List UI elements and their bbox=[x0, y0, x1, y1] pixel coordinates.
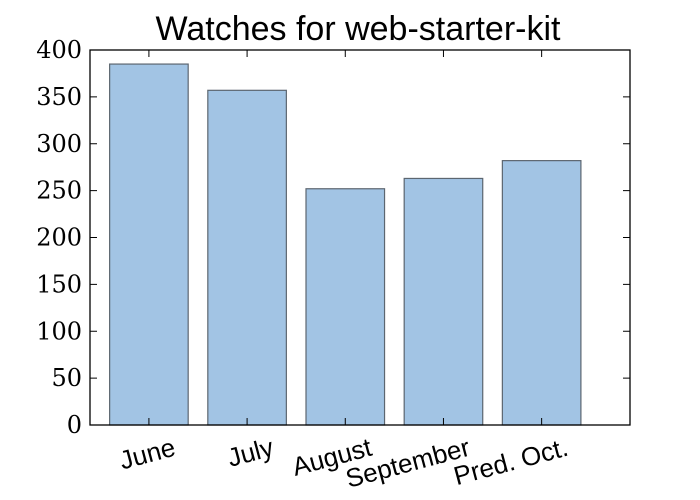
y-tick-label-150: 150 bbox=[36, 270, 82, 298]
y-tick-label-100: 100 bbox=[36, 317, 82, 345]
y-tick-label-400: 400 bbox=[36, 36, 82, 64]
y-tick-label-250: 250 bbox=[36, 177, 82, 205]
bar-july bbox=[207, 89, 287, 426]
y-tick-label-350: 350 bbox=[36, 83, 82, 111]
bar-september bbox=[403, 177, 484, 426]
x-tick-label-pred-oct: Pred. Oct. bbox=[450, 432, 571, 491]
y-tick-label-200: 200 bbox=[36, 224, 82, 252]
bars-layer bbox=[109, 63, 582, 426]
chart-title: Watches for web-starter-kit bbox=[156, 10, 561, 48]
y-tick-labels: 0 50 100 150 200 250 300 350 400 bbox=[36, 36, 82, 439]
bar-august bbox=[305, 188, 386, 426]
bar-pred-oct bbox=[501, 160, 582, 426]
y-tick-label-50: 50 bbox=[51, 364, 82, 392]
x-tick-label-june: June bbox=[116, 432, 178, 476]
x-tick-label-july: July bbox=[224, 432, 276, 473]
plot-frame bbox=[89, 49, 631, 426]
y-tick-label-300: 300 bbox=[36, 130, 82, 158]
bar-june bbox=[109, 63, 189, 426]
y-tick-label-0: 0 bbox=[67, 411, 82, 439]
